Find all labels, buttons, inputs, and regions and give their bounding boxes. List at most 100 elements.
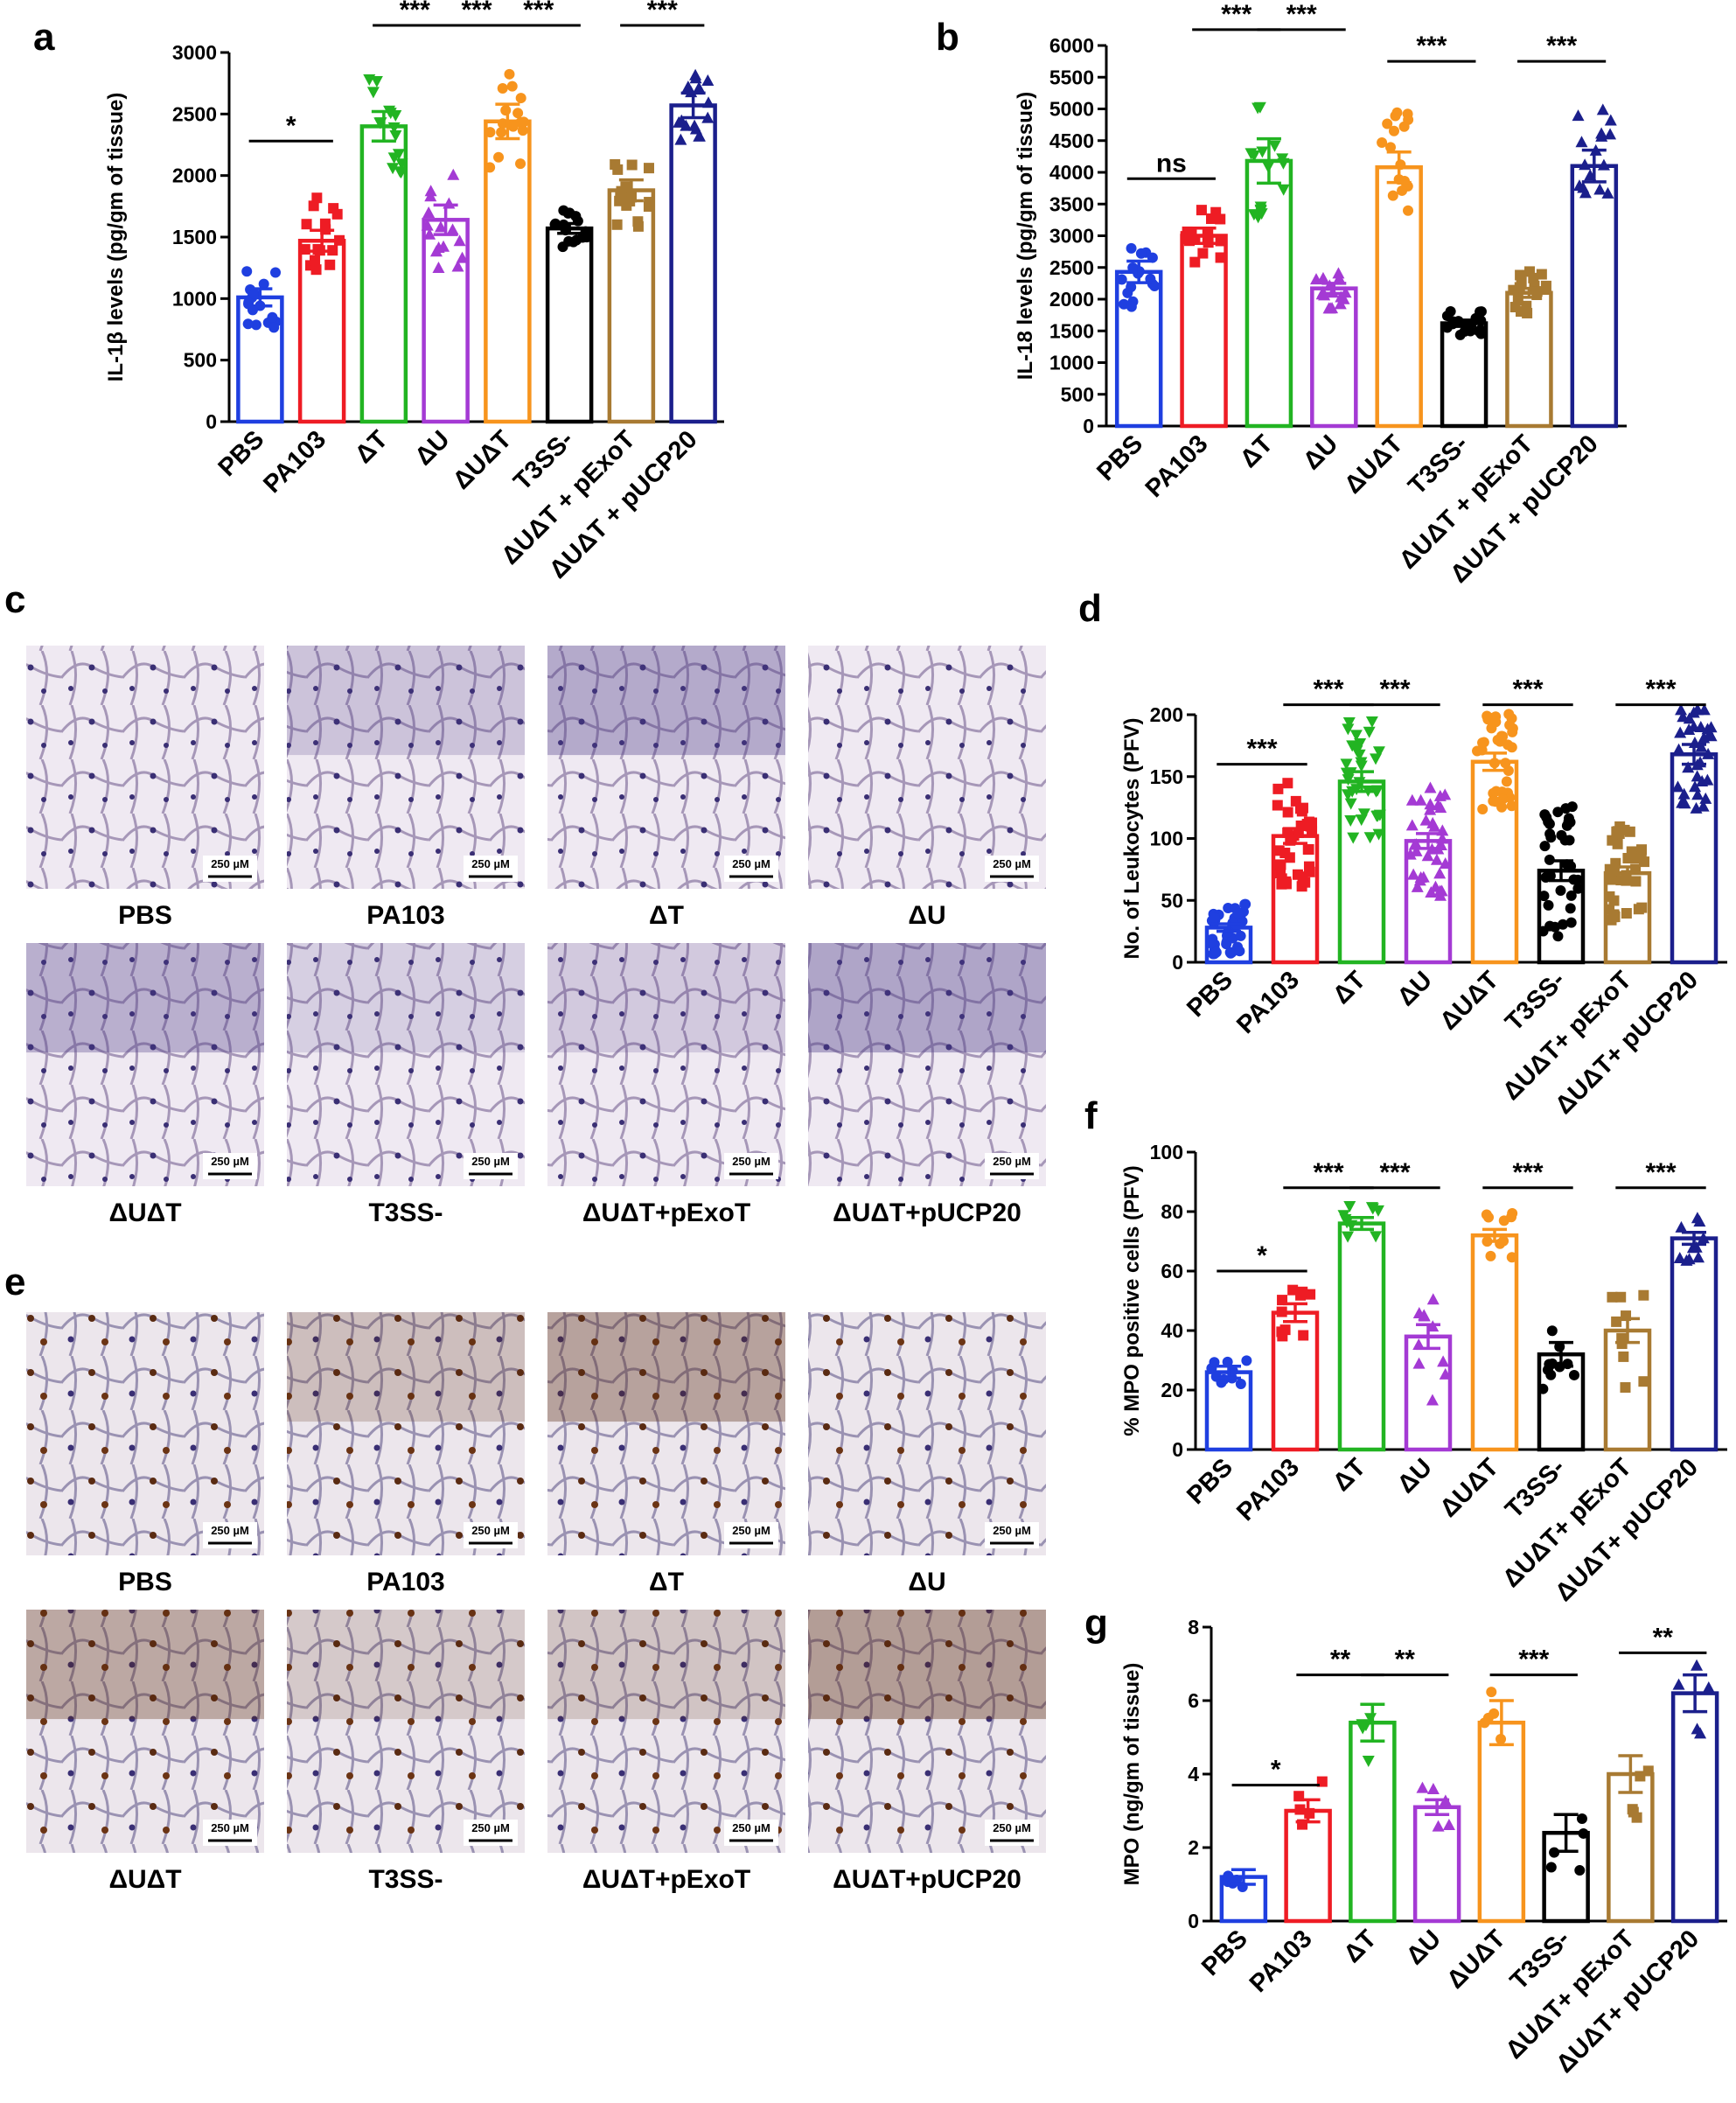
data-point [1398, 121, 1410, 132]
data-point [1206, 213, 1217, 225]
data-point [1303, 861, 1314, 872]
significance-label: *** [523, 0, 554, 24]
significance-label: *** [1313, 675, 1343, 704]
micrograph-t [547, 646, 785, 889]
micrograph-caption-u-t-pucp20: ΔUΔT+pUCP20 [833, 1865, 1021, 1894]
significance-label: *** [1518, 1645, 1549, 1674]
data-point [1215, 235, 1226, 247]
data-point [1565, 917, 1577, 928]
data-point [299, 244, 310, 255]
data-point [1239, 898, 1251, 910]
data-point [1691, 1659, 1704, 1671]
data-point [496, 127, 507, 138]
data-point [1635, 1771, 1646, 1782]
y-tick-label: 0 [206, 410, 217, 433]
data-point [1210, 947, 1222, 958]
data-point [1290, 795, 1301, 807]
data-point [1565, 890, 1577, 901]
data-point [1135, 248, 1147, 259]
data-point [1459, 325, 1470, 337]
x-tick-label-pa103: PA103 [1140, 430, 1214, 503]
data-point [1418, 1309, 1431, 1321]
micrograph-u-t-pucp20 [808, 943, 1046, 1186]
infiltrate-region [808, 1610, 1046, 1720]
data-point [1232, 908, 1244, 919]
data-point [1433, 867, 1447, 879]
data-point [1579, 158, 1592, 171]
data-point [1122, 287, 1133, 298]
data-point [1675, 703, 1688, 716]
x-tick-label-u-t: ΔUΔT [1434, 966, 1504, 1036]
data-point [1424, 781, 1437, 793]
bar-u-t-pucp20 [1670, 1236, 1719, 1452]
data-point [680, 119, 693, 131]
data-point [451, 260, 464, 272]
data-point [1677, 787, 1691, 800]
data-point [626, 159, 638, 171]
x-tick-label-pa103: PA103 [1244, 1925, 1318, 1998]
micrograph-caption-u-t: ΔUΔT [108, 1198, 181, 1227]
data-point [1353, 749, 1366, 761]
data-point [1575, 136, 1588, 148]
data-point [1485, 1250, 1496, 1261]
x-tick-label-pbs: PBS [1196, 1925, 1253, 1981]
data-point [1303, 844, 1314, 856]
data-point [1674, 726, 1687, 738]
data-point [1385, 142, 1397, 153]
y-tick-label: 4500 [1049, 129, 1094, 152]
significance-label: * [1271, 1756, 1281, 1785]
data-point [1149, 281, 1161, 292]
data-point [1371, 1205, 1384, 1217]
y-tick-label: 1000 [172, 287, 217, 310]
data-point [1363, 726, 1376, 738]
data-point [1545, 1862, 1557, 1873]
data-point [1247, 209, 1260, 221]
data-point [1347, 832, 1360, 844]
x-tick-label-pa103: PA103 [1231, 1453, 1305, 1527]
data-point [301, 219, 312, 230]
data-point [1391, 107, 1403, 118]
scale-bar-label: 250 µM [732, 1155, 770, 1168]
y-tick-label: 100 [1150, 1141, 1183, 1163]
data-point [1435, 884, 1448, 897]
data-point [1370, 1231, 1383, 1243]
data-point [311, 192, 323, 204]
data-point [1345, 1219, 1358, 1232]
data-point [1424, 798, 1437, 810]
data-point [1544, 818, 1555, 829]
y-tick-label: 2500 [1049, 256, 1094, 279]
data-point [1298, 1330, 1309, 1341]
data-point [1564, 835, 1575, 846]
data-point [507, 121, 519, 132]
y-tick-label: 2000 [172, 164, 217, 187]
data-point [515, 158, 526, 170]
data-point [1126, 242, 1137, 254]
data-point [1576, 1813, 1587, 1824]
data-point [515, 93, 526, 104]
y-tick-label: 1000 [1049, 352, 1094, 374]
data-point [1671, 780, 1684, 793]
data-point [1428, 820, 1441, 832]
data-point [1477, 737, 1488, 748]
data-point [424, 185, 437, 197]
y-tick-label: 200 [1150, 703, 1183, 726]
histology-he-panel: c 250 µM PBS 250 µM PA103 250 µM ΔT 250 µM ΔU 25… [4, 578, 1046, 1227]
x-tick-label-pbs: PBS [1182, 966, 1238, 1023]
significance-label: *** [1379, 675, 1410, 704]
x-tick-label-u: ΔU [1298, 430, 1343, 475]
bar-u-t-pucp20 [1570, 164, 1619, 429]
data-point [1365, 716, 1378, 728]
data-point [1116, 274, 1127, 285]
data-point [1618, 1351, 1629, 1362]
micrograph-caption-t: ΔT [649, 1568, 684, 1596]
data-point [1673, 1251, 1686, 1263]
data-point [310, 264, 322, 276]
infiltrate-region [808, 943, 1046, 1053]
chart-il1b: a 0 500 1000 1500 2000 2500 3000 IL-1β levels (… [33, 0, 724, 584]
data-point [512, 108, 524, 119]
data-point [1475, 306, 1487, 318]
data-point [1355, 760, 1368, 772]
data-point [1540, 871, 1551, 883]
data-point [363, 74, 376, 87]
y-tick-label: 1500 [172, 226, 217, 248]
